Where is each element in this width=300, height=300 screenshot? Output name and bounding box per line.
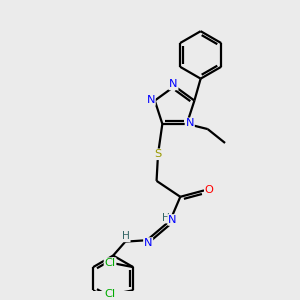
Text: H: H [122,231,130,242]
Text: N: N [144,238,152,248]
Text: N: N [168,215,177,225]
Text: N: N [169,80,178,89]
Text: H: H [162,213,170,223]
Text: O: O [205,185,214,195]
Text: N: N [146,95,155,105]
Text: N: N [185,118,194,128]
Text: Cl: Cl [104,258,116,268]
Text: S: S [154,149,162,159]
Text: Cl: Cl [104,289,116,299]
